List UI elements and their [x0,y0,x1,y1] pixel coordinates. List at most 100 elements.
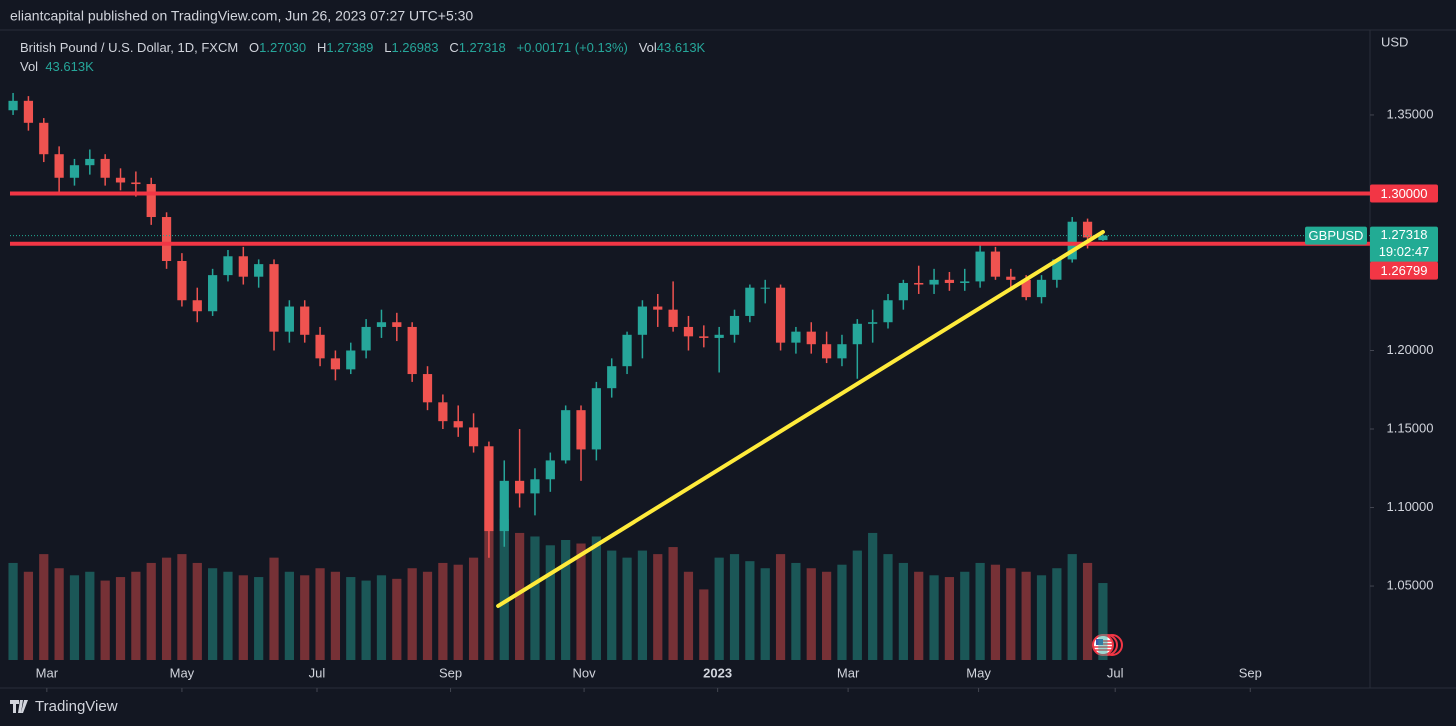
volume-bar [607,550,617,660]
candle-body [561,410,571,461]
candle-body [54,154,64,178]
candle-body [223,256,233,276]
volume-bar [161,557,172,660]
volume-bar [208,568,218,660]
x-tick-label: May [966,665,991,680]
level-label-box [1370,184,1438,203]
candle-body [868,322,878,324]
candle-body [1067,221,1077,260]
volume-bar [791,562,801,660]
change: +0.00171 (+0.13%) [516,40,628,55]
volume-bar [315,568,325,660]
volume-bar [284,571,294,660]
candle-body [576,410,586,450]
volume-bar [69,575,80,660]
publisher: eliantcapital published on TradingView.c… [10,8,473,24]
candle-body [422,374,433,403]
candle-body [468,427,479,447]
candle-body [315,334,325,359]
candle-body [683,326,694,337]
candle-body [714,334,724,338]
volume-bar [376,575,387,660]
candle-body [346,350,356,370]
volume-bar [146,562,156,660]
volume-bar [699,589,709,660]
volume-bar [745,561,755,660]
volume-bar [944,577,955,660]
volume-bar [775,554,786,660]
candle-body [453,421,463,428]
volume-bar [683,571,694,660]
x-tick-label: Mar [36,665,59,680]
candle-body [1021,279,1031,298]
candle-body [284,306,294,332]
candle-body [622,334,632,367]
candle-body [39,122,49,155]
candle-body [515,480,525,494]
volume-bar [422,571,433,660]
candle-body [760,287,770,289]
volume-bar [238,575,248,660]
candle-body [545,460,555,480]
volume-bar [8,562,18,660]
candle-body [438,402,448,422]
volume-bar [714,557,724,660]
volume-bar [438,562,448,660]
candle-body [1036,279,1047,298]
volume-bar [760,568,770,660]
ohlc-legend: British Pound / U.S. Dollar, 1D, FXCM O1… [20,40,705,55]
candle-body [975,251,985,282]
volume-bar [39,554,49,660]
symbol-label-box [1305,226,1367,245]
candle-body [960,281,970,283]
candle-body [699,336,709,338]
volume-bar [806,568,816,660]
candle-body [161,217,172,261]
y-tick-label: 1.35000 [1387,106,1434,121]
candle-body [254,264,264,277]
volume-bar [392,578,402,660]
high: 1.27389 [326,40,374,55]
volume-bar [561,540,571,660]
trendline [496,229,1105,608]
volume-bar [729,554,740,660]
candle-body [607,366,617,389]
candle-body [499,480,509,532]
volume-bar [637,550,648,660]
candle-body [330,358,341,370]
volume-bar [515,532,525,660]
volume-bar [1036,575,1047,660]
level-label-box [1370,261,1438,280]
vol: 43.613K [656,40,706,55]
volume-bar [100,580,110,660]
x-tick-label: Nov [573,665,597,680]
volume-bar [622,557,632,660]
volume-bar [914,571,924,660]
candle-body [944,279,955,283]
y-tick-label: 1.05000 [1387,577,1434,592]
candle-body [806,331,816,345]
volume-bar [177,554,187,660]
candle-body [637,306,648,335]
low: 1.26983 [391,40,439,55]
volume-bar [300,575,310,660]
volume-bar [1006,568,1016,660]
volume-bar [23,571,34,660]
candle-body [392,322,402,327]
volume-bar [330,571,341,660]
current-box [1370,226,1438,263]
logo [10,700,28,713]
h-label: H [317,40,327,55]
vol-label: Vol [638,40,657,55]
volume-bar [653,554,663,660]
candle-body [530,479,540,494]
candle-body [115,177,126,183]
c-label: C [449,40,459,55]
o-label: O [249,40,260,55]
candle-body [238,256,248,277]
close: 1.27318 [458,40,506,55]
volume-bar [361,580,371,660]
candle-body [361,326,371,351]
volume-bar [54,568,64,660]
x-tick-label: Mar [837,665,860,680]
